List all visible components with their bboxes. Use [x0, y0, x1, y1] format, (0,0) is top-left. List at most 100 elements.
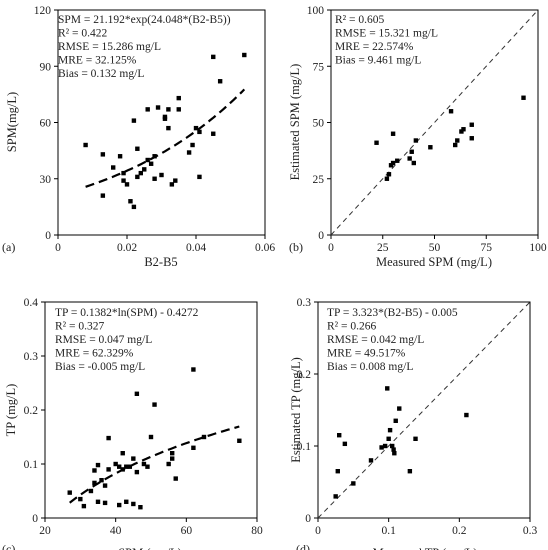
- data-point: [134, 391, 140, 396]
- chart-panel-3: 20 40 60 80 0 0.1 0.2 0.3 0.4 SPM (mg/L) TP (mg/L)…: [2, 297, 263, 550]
- stats-line: MRE = 49.517%: [327, 348, 406, 360]
- data-point: [159, 172, 164, 178]
- panel-label: (b): [289, 240, 303, 254]
- data-point: [242, 52, 247, 58]
- y-tick-label: 75: [313, 61, 325, 73]
- x-tick-label: 100: [529, 242, 547, 254]
- data-point: [124, 464, 129, 469]
- x-tick-label: 0.3: [523, 525, 538, 537]
- data-point: [351, 481, 356, 486]
- x-tick-label: 50: [429, 242, 441, 254]
- panel-label: (a): [2, 240, 15, 254]
- y-tick-label: 25: [313, 174, 325, 186]
- y-axis-label: Estimated TP (mg/L): [289, 357, 303, 463]
- data-point: [191, 445, 196, 450]
- data-point: [395, 158, 400, 163]
- data-point: [397, 406, 402, 411]
- data-point: [100, 152, 106, 157]
- y-tick-label: 0.1: [24, 459, 39, 471]
- chart-panel-4: 0 0.1 0.2 0.3 0 0.1 0.2 0.3 Measured TP (mg/L) Es…: [289, 297, 537, 550]
- stats-line: MRE = 32.125%: [58, 55, 137, 67]
- data-point: [152, 154, 157, 159]
- data-point: [193, 125, 199, 131]
- data-point: [392, 451, 397, 456]
- data-point: [152, 402, 157, 407]
- trend-line: [85, 88, 246, 188]
- data-point: [176, 95, 181, 101]
- stats-line: RMSE = 0.047 mg/L: [55, 334, 152, 346]
- stats-line: R² = 0.327: [55, 321, 104, 333]
- data-point: [391, 447, 396, 452]
- y-axis-label: Estimated SPM (mg/L): [288, 64, 302, 181]
- data-point: [166, 125, 171, 131]
- data-point: [455, 138, 460, 143]
- stats-line: MRE = 22.574%: [335, 41, 414, 53]
- data-point: [83, 142, 88, 148]
- data-point: [342, 441, 348, 447]
- data-point: [106, 435, 111, 441]
- chart-panel-1: 0 0.02 0.04 0.06 0 30 60 90 120 B2-B5 SPM(mg/L) (a)…: [2, 5, 275, 269]
- data-point: [217, 79, 223, 84]
- y-tick-label: 100: [307, 5, 325, 17]
- stats-line: TP = 3.323*(B2-B5) - 0.005: [327, 307, 458, 319]
- data-point: [100, 193, 106, 198]
- stats-line: TP = 0.1382*ln(SPM) - 0.4272: [55, 307, 199, 319]
- data-point: [95, 499, 101, 504]
- stats-line: SPM = 21.192*exp(24.048*(B2-B5)): [58, 14, 231, 26]
- data-point: [384, 176, 390, 181]
- data-point: [337, 433, 342, 438]
- x-axis-label: Measured TP (mg/L): [373, 546, 478, 550]
- data-point: [162, 114, 168, 120]
- y-tick-label: 90: [40, 61, 52, 73]
- x-tick-label: 75: [481, 242, 493, 254]
- stats-annotation: TP = 3.323*(B2-B5) - 0.005 R² = 0.266RMSE…: [327, 307, 458, 373]
- data-point: [67, 490, 72, 495]
- y-tick-label: 0.3: [297, 297, 312, 309]
- trend-line: [69, 425, 240, 504]
- data-point: [211, 131, 216, 136]
- x-tick-label: 80: [251, 525, 263, 537]
- x-axis-label: Measured SPM (mg/L): [376, 255, 492, 269]
- data-point: [111, 165, 116, 170]
- x-tick-label: 0.02: [117, 242, 137, 254]
- data-point: [368, 458, 374, 463]
- data-point: [390, 131, 396, 136]
- data-point: [88, 488, 94, 494]
- data-point: [374, 140, 379, 145]
- data-point: [464, 412, 469, 418]
- identity-line: [317, 301, 531, 519]
- x-tick-label: 0.04: [186, 242, 206, 254]
- x-tick-label: 60: [181, 525, 193, 537]
- data-point: [148, 434, 154, 440]
- stats-line: RMSE = 0.042 mg/L: [327, 334, 424, 346]
- data-point: [428, 145, 433, 150]
- data-point: [459, 129, 464, 134]
- data-point: [413, 436, 418, 441]
- data-point: [99, 478, 104, 483]
- data-point: [335, 469, 340, 474]
- data-point: [148, 161, 154, 166]
- data-point: [117, 502, 122, 508]
- data-point: [152, 176, 157, 181]
- data-point: [117, 154, 123, 159]
- data-point: [409, 149, 414, 154]
- plot-frame: [317, 301, 531, 519]
- panel-label: (d): [296, 542, 310, 550]
- data-point: [387, 427, 393, 433]
- data-point: [92, 480, 97, 486]
- x-tick-label: 0.06: [255, 242, 275, 254]
- y-tick-label: 0.1: [297, 441, 312, 453]
- data-point: [145, 464, 150, 469]
- data-point: [169, 182, 175, 187]
- stats-line: Bias = -0.005 mg/L: [55, 361, 145, 373]
- y-tick-label: 0: [318, 230, 324, 242]
- panel-label: (c): [2, 542, 15, 550]
- x-tick-label: 0.2: [452, 525, 467, 537]
- data-point: [131, 456, 136, 461]
- data-point: [138, 170, 143, 176]
- data-point: [413, 138, 419, 143]
- data-point: [170, 456, 175, 461]
- data-point: [393, 418, 398, 423]
- y-tick-label: 0: [305, 513, 311, 525]
- data-point: [134, 469, 140, 475]
